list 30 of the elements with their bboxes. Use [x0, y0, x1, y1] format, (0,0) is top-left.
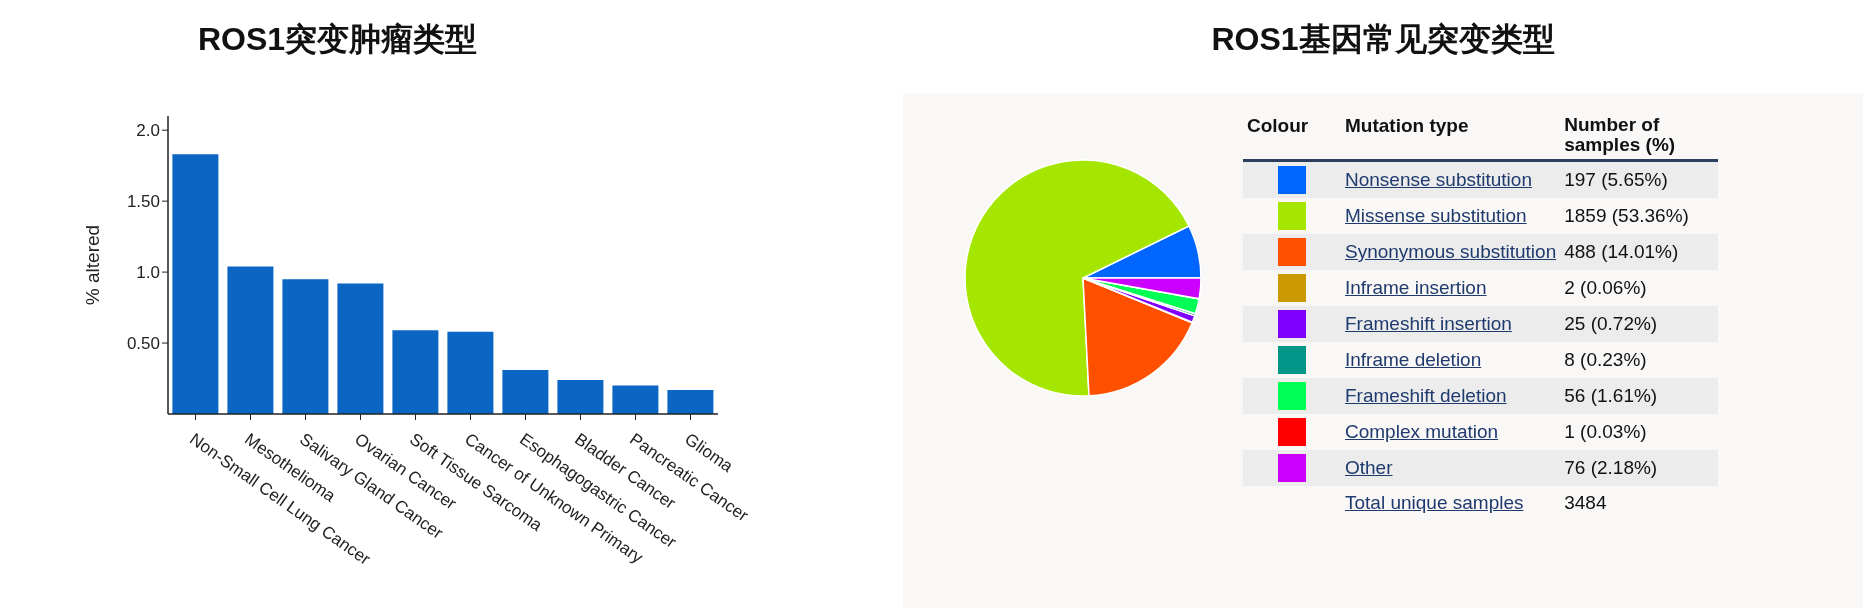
text: 3484	[1563, 490, 1608, 515]
y-axis-title: % altered	[81, 224, 103, 306]
chart-title: ROS1基因常见突变类型	[1210, 20, 1556, 59]
data-label: 488 (14.01%)	[1563, 240, 1680, 264]
legend-label: Complex mutation	[1344, 420, 1500, 444]
y-tick-label: 0.50	[126, 334, 160, 354]
legend-label: Inframe deletion	[1344, 348, 1483, 372]
text: Colour	[1246, 114, 1310, 138]
data-label: 56 (1.61%)	[1563, 384, 1659, 408]
data-label: 1 (0.03%)	[1563, 420, 1648, 444]
legend-label: Nonsense substitution	[1344, 168, 1533, 192]
y-tick-label: 1.50	[126, 192, 160, 212]
data-label: 1859 (53.36%)	[1563, 204, 1690, 228]
data-label: 197 (5.65%)	[1563, 168, 1669, 192]
y-tick-label: 1.0	[136, 263, 160, 283]
text: Number of samples (%)	[1563, 113, 1677, 157]
legend-label: Frameshift insertion	[1344, 312, 1513, 336]
legend-label: Missense substitution	[1344, 204, 1528, 228]
data-label: 76 (2.18%)	[1563, 456, 1659, 480]
legend-label: Frameshift deletion	[1344, 384, 1508, 408]
chart-title: ROS1突变肿瘤类型	[198, 20, 478, 59]
y-tick-label: 2.0	[136, 121, 160, 141]
legend-label: Other	[1344, 456, 1394, 480]
legend-label: Synonymous substitution	[1344, 240, 1558, 264]
data-label: 8 (0.23%)	[1563, 348, 1648, 372]
data-label: 2 (0.06%)	[1563, 276, 1648, 300]
legend-label: Inframe insertion	[1344, 276, 1488, 300]
data-label: 25 (0.72%)	[1563, 312, 1659, 336]
text: Total unique samples	[1344, 490, 1525, 515]
text: Mutation type	[1344, 114, 1470, 138]
